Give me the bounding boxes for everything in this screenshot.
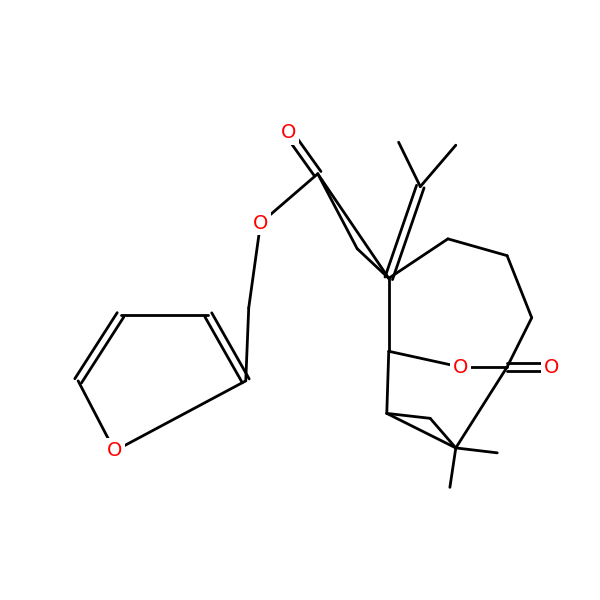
Text: O: O	[544, 358, 559, 377]
Text: O: O	[253, 214, 268, 233]
Text: O: O	[107, 442, 122, 460]
Text: O: O	[280, 123, 296, 142]
Text: O: O	[453, 358, 469, 377]
